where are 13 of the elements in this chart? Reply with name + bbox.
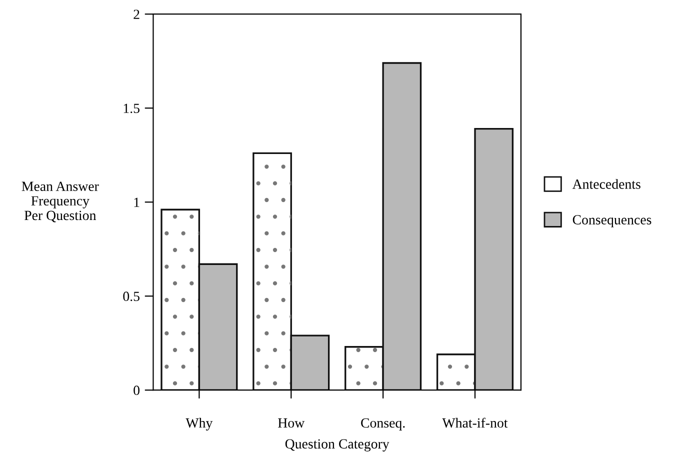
x-axis-title: Question Category xyxy=(285,439,390,452)
legend-label: Antecedents xyxy=(572,179,640,189)
x-tick-label: Why xyxy=(186,418,213,431)
y-tick-label: 1 xyxy=(134,198,140,207)
y-tick-label: 1.5 xyxy=(124,104,140,114)
x-tick-label: Conseq. xyxy=(361,418,405,430)
y-tick-label: 0 xyxy=(134,386,140,396)
legend-label: Consequences xyxy=(572,215,652,228)
x-tick-label: How xyxy=(278,418,305,428)
y-tick-label: 2 xyxy=(134,10,140,19)
x-tick-label: What-if-not xyxy=(442,418,508,428)
y-tick-label: 0.5 xyxy=(123,292,140,302)
y-axis-title: Mean Answer Frequency Per Question xyxy=(22,182,99,222)
